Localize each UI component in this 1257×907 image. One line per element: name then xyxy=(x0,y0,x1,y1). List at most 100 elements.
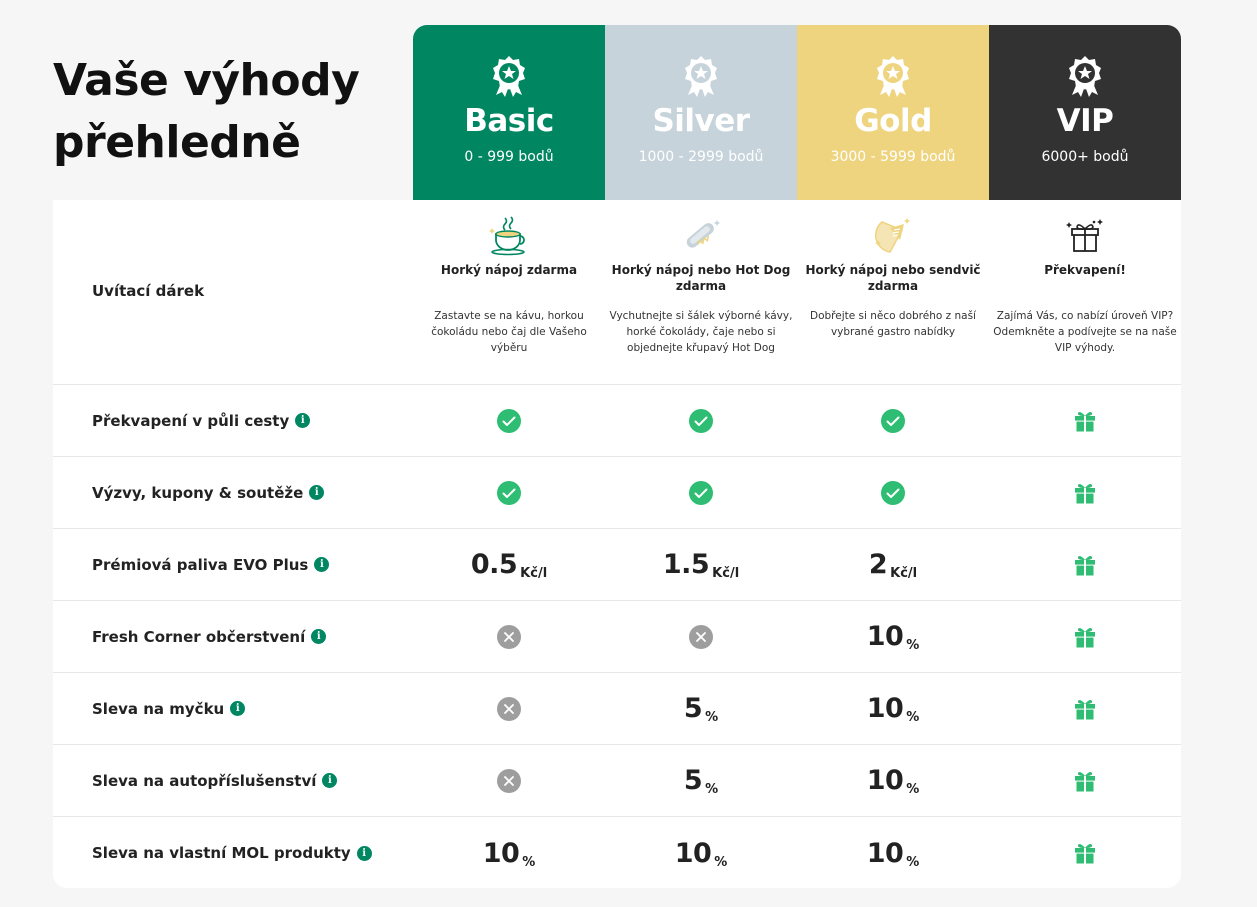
tier-vip: VIP 6000+ bodů xyxy=(989,25,1181,200)
table-row: Sleva na vlastní MOL produkty i 10 % 10 … xyxy=(53,817,1181,888)
benefit-value: 10 % xyxy=(867,693,920,725)
row-label: Fresh Corner občerstvení i xyxy=(53,601,413,672)
benefit-number: 5 xyxy=(683,693,703,724)
tier-basic: Basic 0 - 999 bodů xyxy=(413,25,605,200)
benefit-unit: Kč/l xyxy=(890,566,918,581)
page-title: Vaše výhody přehledně xyxy=(53,50,360,174)
row-label: Sleva na vlastní MOL produkty i xyxy=(53,817,413,888)
benefit-number: 2 xyxy=(868,549,888,580)
value-cell xyxy=(413,385,605,456)
tier-silver: Silver 1000 - 2999 bodů xyxy=(605,25,797,200)
page-title-line2: přehledně xyxy=(53,117,301,168)
value-cell: 0.5 Kč/l xyxy=(413,529,605,600)
row-label: Sleva na autopříslušenství i xyxy=(53,745,413,816)
value-cell xyxy=(605,457,797,528)
benefit-number: 5 xyxy=(683,765,703,796)
benefit-unit: Kč/l xyxy=(712,566,740,581)
value-cell xyxy=(413,457,605,528)
value-cell xyxy=(989,529,1181,600)
table-row: Výzvy, kupony & soutěže i xyxy=(53,457,1181,529)
welcome-gift-cell: Horký nápoj nebo Hot Dog zdarma Vychutne… xyxy=(605,200,797,384)
info-icon[interactable]: i xyxy=(230,701,246,716)
gift-box-icon xyxy=(1066,219,1103,252)
check-icon xyxy=(881,480,905,505)
benefit-unit: % xyxy=(906,854,920,870)
row-label-text: Fresh Corner občerstvení xyxy=(92,627,306,646)
benefit-number: 10 xyxy=(674,837,712,869)
value-cell: 10 % xyxy=(797,745,989,816)
info-icon[interactable]: i xyxy=(309,485,325,500)
value-cell xyxy=(989,817,1181,888)
benefit-unit: Kč/l xyxy=(520,566,548,581)
benefit-number: 10 xyxy=(866,765,904,796)
gift-description: Vychutnejte si šálek výborné kávy, horké… xyxy=(609,310,793,354)
gift-icon xyxy=(1075,699,1095,719)
check-icon xyxy=(689,480,713,505)
sandwich-icon xyxy=(874,218,910,253)
value-cell xyxy=(989,745,1181,816)
benefit-value: 5 % xyxy=(683,693,719,725)
row-label-text: Uvítací dárek xyxy=(92,282,205,300)
row-label: Sleva na myčku i xyxy=(53,673,413,744)
cross-icon xyxy=(497,696,521,721)
info-icon[interactable]: i xyxy=(356,845,372,861)
value-cell xyxy=(413,745,605,816)
benefit-number: 10 xyxy=(866,621,904,652)
tier-range: 6000+ bodů xyxy=(1041,149,1129,165)
gift-icon xyxy=(1075,771,1095,791)
value-cell xyxy=(413,601,605,672)
row-label-text: Překvapení v půli cesty xyxy=(92,411,290,430)
welcome-gift-cell: Horký nápoj zdarma Zastavte se na kávu, … xyxy=(413,200,605,384)
benefit-value: 0.5 Kč/l xyxy=(471,549,548,581)
benefits-table: Uvítací dárek Horký nápoj zdarma Zastavt… xyxy=(53,200,1181,888)
benefit-number: 10 xyxy=(482,837,520,869)
row-label: Uvítací dárek xyxy=(53,200,413,384)
info-icon[interactable]: i xyxy=(322,773,338,788)
page-title-line1: Vaše výhody xyxy=(53,55,360,106)
medal-star-icon xyxy=(877,56,909,97)
value-cell: 10 % xyxy=(605,817,797,888)
info-icon[interactable]: i xyxy=(311,629,327,644)
tier-range: 1000 - 2999 bodů xyxy=(638,149,764,165)
table-row: Překvapení v půli cesty i xyxy=(53,385,1181,457)
check-icon xyxy=(497,480,521,505)
row-label: Výzvy, kupony & soutěže i xyxy=(53,457,413,528)
value-cell: 2 Kč/l xyxy=(797,529,989,600)
benefit-value: 10 % xyxy=(674,837,728,870)
gift-title: Horký nápoj nebo Hot Dog zdarma xyxy=(611,263,791,293)
row-label-text: Sleva na myčku xyxy=(92,699,225,718)
info-icon[interactable]: i xyxy=(295,413,311,428)
tier-name: VIP xyxy=(1056,103,1114,139)
medal-star-icon xyxy=(1069,56,1101,97)
value-cell xyxy=(605,601,797,672)
medal-star-icon xyxy=(685,56,717,97)
gift-icon xyxy=(1075,411,1095,431)
hot-dog-icon xyxy=(686,220,720,248)
benefit-unit: % xyxy=(906,710,920,725)
benefit-unit: % xyxy=(705,782,719,797)
benefit-value: 1.5 Kč/l xyxy=(663,549,740,581)
value-cell xyxy=(989,385,1181,456)
benefit-unit: % xyxy=(714,854,728,870)
gift-description: Zastavte se na kávu, horkou čokoládu neb… xyxy=(431,310,587,354)
benefit-value: 2 Kč/l xyxy=(868,549,918,581)
benefit-unit: % xyxy=(906,638,920,653)
gift-icon xyxy=(1075,555,1095,575)
gift-title: Horký nápoj nebo sendvič zdarma xyxy=(805,263,981,293)
row-label: Překvapení v půli cesty i xyxy=(53,385,413,456)
value-cell: 1.5 Kč/l xyxy=(605,529,797,600)
table-row: Sleva na myčku i 5 % 10 % xyxy=(53,673,1181,745)
welcome-gift-cell: Horký nápoj nebo sendvič zdarma Dobřejte… xyxy=(797,200,989,384)
value-cell xyxy=(797,457,989,528)
tier-range: 0 - 999 bodů xyxy=(464,149,554,165)
benefit-value: 10 % xyxy=(866,765,920,797)
benefit-unit: % xyxy=(906,782,920,797)
value-cell xyxy=(797,385,989,456)
info-icon[interactable]: i xyxy=(314,557,330,572)
check-icon xyxy=(497,408,521,433)
row-label: Prémiová paliva EVO Plus i xyxy=(53,529,413,600)
benefit-unit: % xyxy=(705,710,719,725)
benefit-number: 10 xyxy=(866,837,904,869)
value-cell: 10 % xyxy=(413,817,605,888)
value-cell: 10 % xyxy=(797,601,989,672)
